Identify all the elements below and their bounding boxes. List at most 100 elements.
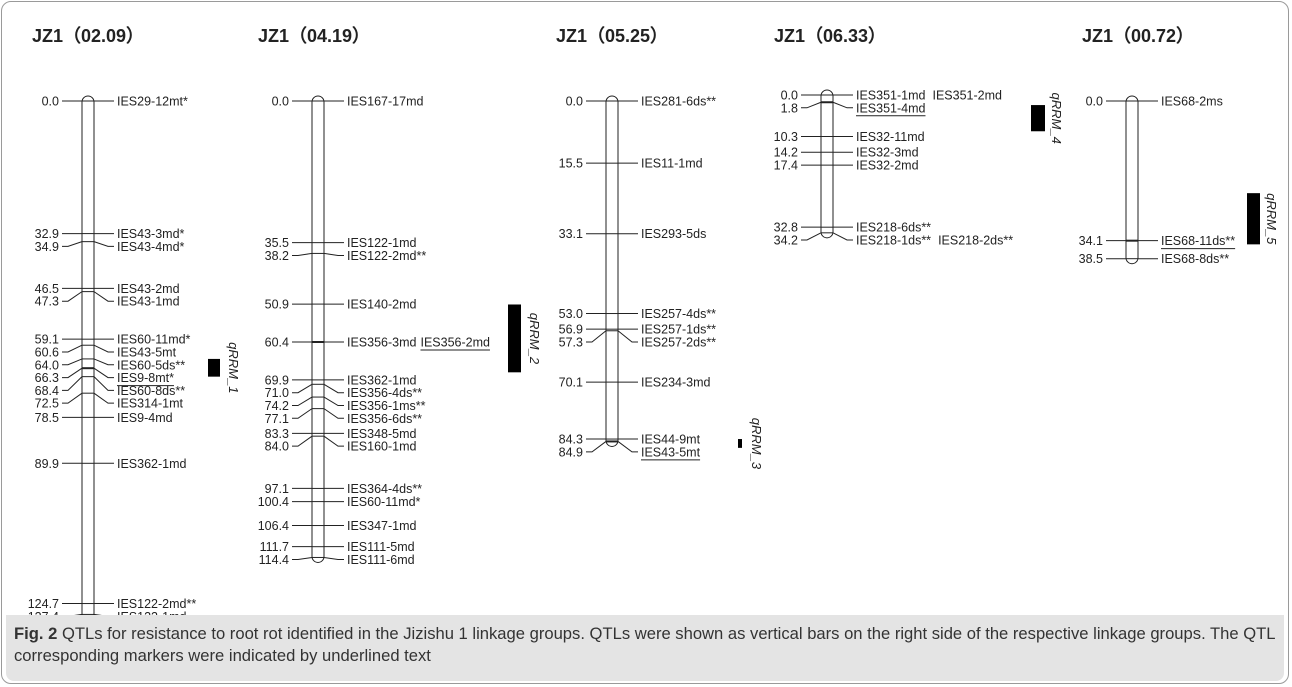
- group-2-position-label: 35.5: [265, 236, 289, 250]
- group-4-marker-label: IES218-6ds**: [856, 221, 931, 235]
- group-2-marker-connector-left: [292, 383, 313, 394]
- group-1-marker-label: IES9-8mt*: [117, 371, 174, 385]
- group-1-marker-label: IES29-12mt*: [117, 95, 188, 109]
- group-5-qtl-label: qRRM_5: [1264, 193, 1279, 245]
- group-1-qtl-bar: [208, 358, 220, 377]
- group-3-position-label: 53.0: [559, 307, 583, 321]
- caption-body: QTLs for resistance to root rot identifi…: [14, 624, 1275, 665]
- group-1-marker-connector-left: [62, 358, 83, 366]
- group-2-chromosome: [311, 95, 325, 563]
- group-4-marker-label: IES351-4md: [856, 101, 926, 115]
- group-2-position-label: 114.4: [259, 553, 289, 567]
- group-4-position-label: 34.2: [774, 233, 798, 247]
- group-1-marker-connector-right: [93, 241, 114, 247]
- group-3-position-label: 33.1: [559, 227, 583, 241]
- group-3-position-label: 70.1: [559, 376, 583, 390]
- group-3-marker-connector-left: [586, 441, 607, 453]
- group-1-marker-connector-left: [62, 344, 83, 353]
- group-2-marker-connector-left: [292, 435, 313, 447]
- group-3-marker-label: IES257-1ds**: [641, 323, 716, 337]
- group-2-position-label: 100.4: [258, 495, 289, 509]
- group-4-qtl-label: qRRM_4: [1049, 93, 1064, 144]
- group-5-marker-label: IES68-11ds**: [1161, 234, 1235, 248]
- group-3-marker-connector-right: [617, 330, 638, 343]
- group-4-marker-connector-left: [801, 232, 822, 241]
- group-4-qtl-bar: [1031, 105, 1045, 132]
- group-2-marker-label: IES167-17md: [347, 95, 423, 109]
- group-2-marker-connector-right: [323, 396, 344, 407]
- group-2-marker-label: IES122-2md**: [347, 249, 426, 263]
- group-2-position-label: 77.1: [265, 412, 289, 426]
- group-1-marker-connector-right: [93, 358, 114, 366]
- group-3-position-label: 84.9: [559, 445, 583, 459]
- group-3-marker-label: IES43-5mt: [641, 445, 701, 459]
- group-2-marker-label: IES356-1ms**: [347, 399, 426, 413]
- group-4-title: JZ1（06.33）: [774, 26, 886, 46]
- group-3-position-label: 57.3: [559, 335, 583, 349]
- group-2-position-label: 60.4: [265, 335, 289, 349]
- group-4-marker-connector-right: [832, 101, 853, 109]
- group-1-position-label: 64.0: [35, 358, 59, 372]
- group-1-marker-connector-right: [93, 376, 114, 391]
- group-2-marker-connector-right: [323, 556, 344, 560]
- group-2-marker-label: IES60-11md*: [347, 495, 421, 509]
- group-4-position-label: 32.8: [774, 221, 798, 235]
- group-1-marker-connector-right: [93, 367, 114, 379]
- group-1-position-label: 124.7: [28, 597, 59, 611]
- group-4-marker-label: IES218-1ds**: [856, 233, 931, 247]
- group-1-marker-label: IES43-5mt: [117, 345, 177, 359]
- group-1-marker-label: IES43-2md: [117, 282, 180, 296]
- group-1-position-label: 60.6: [35, 345, 59, 359]
- group-2-marker-connector-right: [323, 408, 344, 419]
- caption-text: Fig. 2 QTLs for resistance to root rot i…: [14, 623, 1276, 666]
- group-1-position-label: 46.5: [35, 282, 59, 296]
- group-3-marker-connector-left: [586, 330, 607, 343]
- group-3-title: JZ1（05.25）: [556, 26, 668, 46]
- group-1-position-label: 34.9: [35, 240, 59, 254]
- group-1-position-label: 66.3: [35, 371, 59, 385]
- group-2-position-label: 74.2: [265, 399, 289, 413]
- group-1-marker-label: IES362-1md: [117, 457, 187, 471]
- group-3-marker-label: IES257-4ds**: [641, 307, 716, 321]
- group-2-position-label: 0.0: [272, 95, 289, 109]
- group-5-position-label: 0.0: [1086, 95, 1103, 109]
- group-1-title: JZ1（02.09）: [32, 26, 144, 46]
- group-3-marker-label: IES234-3md: [641, 376, 711, 390]
- group-2-marker-label: IES356-6ds**: [347, 412, 422, 426]
- group-2-title: JZ1（04.19）: [258, 26, 370, 46]
- group-2-marker-label: IES347-1md: [347, 519, 417, 533]
- group-3-marker-label: IES11-1md: [641, 157, 703, 171]
- group-4-position-label: 1.8: [781, 101, 798, 115]
- group-3-position-label: 0.0: [566, 95, 583, 109]
- group-4-marker-label: IES32-2md: [856, 159, 919, 173]
- group-2-marker-connector-right: [323, 252, 344, 256]
- group-4-marker-connector-left: [801, 101, 822, 109]
- group-1-position-label: 0.0: [42, 95, 59, 109]
- group-1-position-label: 78.5: [35, 411, 59, 425]
- group-4-position-label: 10.3: [774, 130, 798, 144]
- group-2-marker-connector-left: [292, 252, 313, 256]
- group-2-position-label: 84.0: [265, 440, 289, 454]
- group-4-marker-connector-right: [832, 232, 853, 241]
- group-2-marker-connector-left: [292, 396, 313, 407]
- group-1-marker-label: IES43-4md*: [117, 240, 185, 254]
- group-2-position-label: 50.9: [265, 298, 289, 312]
- group-1-marker-label: IES9-4md: [117, 411, 173, 425]
- group-3-position-label: 56.9: [559, 323, 583, 337]
- group-1-marker-label: IES43-1md: [117, 295, 180, 309]
- group-2-marker-label: IES111-5md: [347, 540, 415, 554]
- group-5-marker-label: IES68-2ms: [1161, 95, 1223, 109]
- group-3-chromosome: [605, 95, 619, 447]
- group-2-marker-connector-left: [292, 556, 313, 560]
- group-5-marker-label: IES68-8ds**: [1161, 252, 1229, 266]
- group-2-position-label: 69.9: [265, 373, 289, 387]
- group-4-marker-label: IES32-11md: [856, 130, 925, 144]
- group-5-position-label: 34.1: [1079, 234, 1103, 248]
- group-2-marker-connector-left: [292, 408, 313, 419]
- figure-caption: Fig. 2 QTLs for resistance to root rot i…: [6, 615, 1284, 681]
- group-4-marker-label: IES351-1md: [856, 89, 926, 103]
- group-1-marker-label: IES60-8ds**: [117, 384, 185, 398]
- group-1-position-label: 68.4: [35, 384, 59, 398]
- group-3-marker-label: IES44-9mt: [641, 433, 701, 447]
